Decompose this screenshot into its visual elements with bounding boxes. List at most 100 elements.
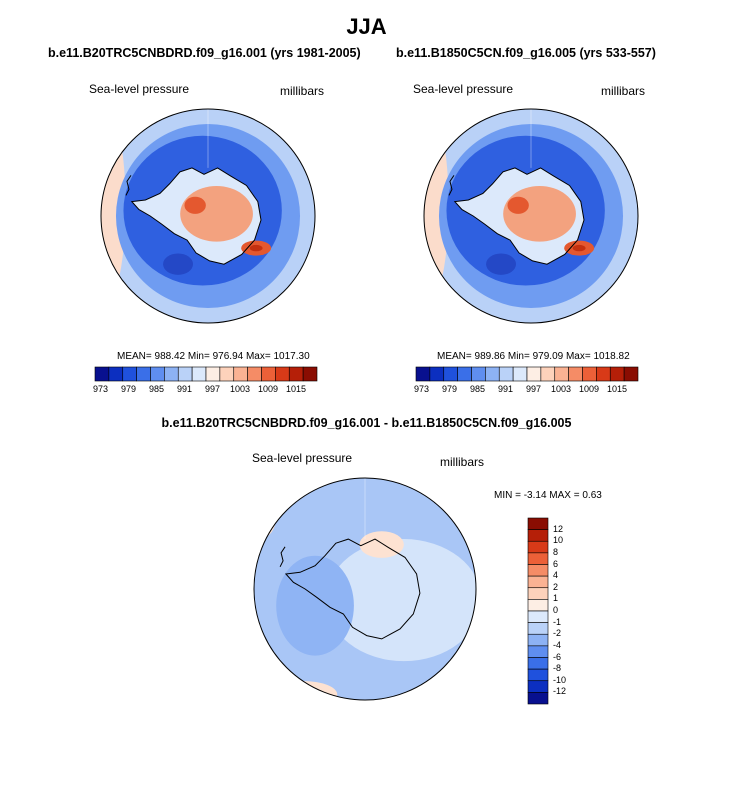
cb1-tick-1: 979 bbox=[121, 384, 137, 394]
colorbar-box bbox=[512, 366, 528, 382]
panel1-stats: MEAN= 988.42 Min= 976.94 Max= 1017.30 bbox=[117, 351, 310, 362]
difference-field-label: Sea-level pressure bbox=[252, 451, 353, 465]
colorbar-box bbox=[443, 366, 458, 382]
colorbar-box bbox=[122, 366, 137, 382]
diff-colorbar-tick: -8 bbox=[553, 663, 562, 674]
diff-warm-edge bbox=[254, 494, 277, 540]
panel1-units-label: millibars bbox=[280, 84, 325, 98]
diff-colorbar-box bbox=[527, 599, 549, 612]
figure-title: JJA bbox=[346, 14, 387, 39]
south-america-tip bbox=[125, 175, 132, 196]
difference-colorbar bbox=[527, 517, 549, 705]
south-america-tip bbox=[448, 175, 455, 196]
panel1-map bbox=[100, 108, 316, 324]
panel1-colorbar bbox=[94, 366, 318, 382]
cb2-tick-6: 1009 bbox=[579, 384, 600, 394]
colorbar-box bbox=[526, 366, 542, 382]
cb1-tick-0: 973 bbox=[93, 384, 109, 394]
diff-colorbar-tick: -6 bbox=[553, 651, 562, 662]
colorbar-box bbox=[540, 366, 556, 382]
colorbar-box bbox=[415, 366, 431, 382]
panel2-colorbar-labels: 973 979 985 991 997 1003 1009 1015 bbox=[414, 384, 638, 396]
high-pressure-area bbox=[180, 186, 253, 242]
diff-colorbar-tick: 2 bbox=[553, 581, 559, 592]
panel1-case-title: b.e11.B20TRC5CNBDRD.f09_g16.001 (yrs 198… bbox=[48, 46, 361, 60]
difference-title: b.e11.B20TRC5CNBDRD.f09_g16.001 - b.e11.… bbox=[161, 416, 572, 430]
colorbar-box bbox=[275, 366, 290, 382]
colorbar-box bbox=[623, 366, 639, 382]
high-pressure-core bbox=[507, 196, 529, 214]
panel2-field-label: Sea-level pressure bbox=[413, 82, 514, 96]
colorbar-box bbox=[136, 366, 151, 382]
diff-colorbar-box bbox=[527, 517, 549, 530]
panel2-colorbar bbox=[415, 366, 639, 382]
diff-colorbar-box bbox=[527, 610, 549, 623]
colorbar-box bbox=[485, 366, 500, 382]
diff-colorbar-tick: -4 bbox=[553, 639, 562, 650]
panel2-case-title: b.e11.B1850C5CN.f09_g16.005 (yrs 533-557… bbox=[396, 46, 656, 60]
high-pressure-peak bbox=[249, 244, 263, 252]
colorbar-box bbox=[609, 366, 625, 382]
diff-colorbar-box bbox=[527, 680, 549, 693]
colorbar-box bbox=[429, 366, 445, 382]
panel2-units-label: millibars bbox=[601, 84, 646, 98]
difference-units-label: millibars bbox=[440, 455, 485, 469]
diff-colorbar-box bbox=[527, 657, 549, 670]
diff-colorbar-box bbox=[527, 552, 549, 565]
colorbar-box bbox=[498, 366, 514, 382]
colorbar-box bbox=[471, 366, 486, 382]
colorbar-box bbox=[554, 366, 569, 382]
diff-colorbar-box bbox=[527, 587, 549, 600]
diff-colorbar-tick: -10 bbox=[553, 674, 567, 685]
antarctica-coastline bbox=[130, 167, 262, 265]
colorbar-box bbox=[164, 366, 179, 382]
cb1-tick-4: 997 bbox=[205, 384, 221, 394]
diff-colorbar-tick: -1 bbox=[553, 616, 562, 627]
diff-pale-area bbox=[326, 539, 476, 662]
cb2-tick-3: 991 bbox=[498, 384, 514, 394]
diff-colorbar-tick: -12 bbox=[553, 686, 567, 697]
high-pressure-peak bbox=[572, 244, 586, 252]
cb1-tick-7: 1015 bbox=[286, 384, 307, 394]
colorbar-box bbox=[177, 366, 193, 382]
high-pressure-core bbox=[184, 196, 206, 214]
high-pressure-area bbox=[503, 186, 576, 242]
low-pressure-center bbox=[163, 253, 194, 275]
cb2-tick-4: 997 bbox=[526, 384, 542, 394]
difference-minmax: MIN = -3.14 MAX = 0.63 bbox=[494, 490, 602, 501]
colorbar-box bbox=[302, 366, 318, 382]
colorbar-box bbox=[261, 366, 276, 382]
diff-colorbar-box bbox=[527, 540, 549, 554]
difference-colorbar-labels: 12 10 8 6 4 2 1 0 -1 -2 -4 -6 -8 -10 -12 bbox=[553, 518, 583, 704]
cb2-tick-1: 979 bbox=[442, 384, 458, 394]
diff-colorbar-tick: 0 bbox=[553, 605, 559, 615]
colorbar-box bbox=[205, 366, 221, 382]
diff-colorbar-box bbox=[527, 645, 549, 658]
colorbar-box bbox=[582, 366, 597, 382]
diff-colorbar-box bbox=[527, 575, 549, 589]
colorbar-box bbox=[108, 366, 124, 382]
diff-mid-area bbox=[276, 555, 354, 656]
colorbar-box bbox=[596, 366, 611, 382]
colorbar-box bbox=[191, 366, 207, 382]
diff-colorbar-tick: 6 bbox=[553, 558, 559, 569]
colorbar-box bbox=[247, 366, 262, 382]
diff-colorbar-box bbox=[527, 529, 549, 542]
cb1-tick-6: 1009 bbox=[258, 384, 279, 394]
diff-colorbar-tick: 8 bbox=[553, 546, 559, 557]
cb2-tick-0: 973 bbox=[414, 384, 430, 394]
colorbar-box bbox=[233, 366, 248, 382]
colorbar-box bbox=[150, 366, 165, 382]
diff-colorbar-tick: 4 bbox=[553, 570, 559, 581]
south-america-tip bbox=[279, 546, 286, 568]
diff-colorbar-box bbox=[527, 633, 549, 647]
cb2-tick-7: 1015 bbox=[607, 384, 628, 394]
cb2-tick-2: 985 bbox=[470, 384, 486, 394]
panel1-field-label: Sea-level pressure bbox=[89, 82, 190, 96]
panel2-stats: MEAN= 989.86 Min= 979.09 Max= 1018.82 bbox=[437, 351, 630, 362]
colorbar-box bbox=[288, 366, 304, 382]
diff-colorbar-tick: 12 bbox=[553, 523, 564, 534]
diff-colorbar-box bbox=[527, 692, 549, 705]
diff-colorbar-box bbox=[527, 564, 549, 577]
diff-colorbar-tick: -2 bbox=[553, 628, 562, 639]
